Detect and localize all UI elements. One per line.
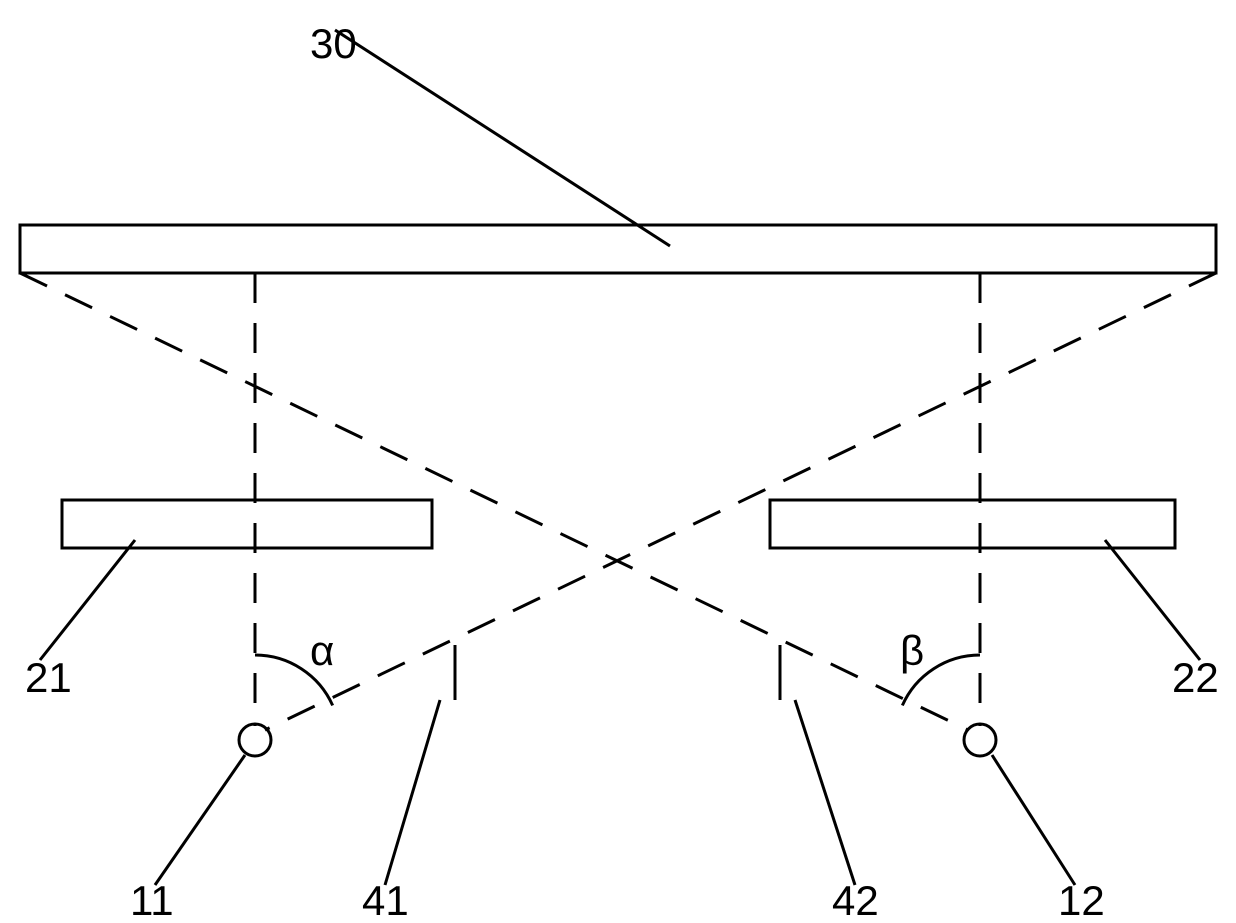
- label-l42: 42: [832, 877, 879, 923]
- label-l41: 41: [362, 877, 409, 923]
- label-l30: 30: [310, 20, 357, 67]
- label-beta: β: [900, 627, 924, 674]
- label-l12: 12: [1058, 877, 1105, 923]
- label-l21: 21: [25, 654, 72, 701]
- diagram-container: 30 21 22 11 12 41 42 α β: [0, 0, 1236, 923]
- technical-diagram: 30 21 22 11 12 41 42 α β: [0, 0, 1236, 923]
- label-l22: 22: [1172, 654, 1219, 701]
- background: [0, 0, 1236, 923]
- label-alpha: α: [310, 627, 334, 674]
- label-l11: 11: [130, 877, 174, 923]
